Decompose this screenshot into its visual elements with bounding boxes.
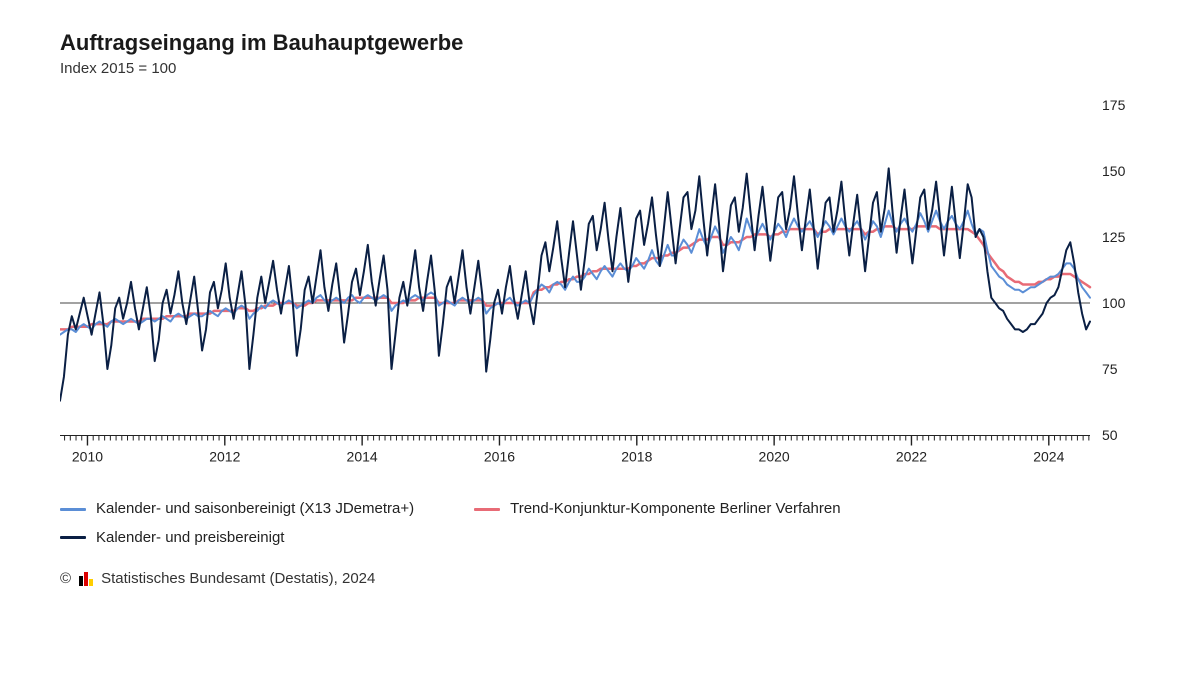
legend-item-trend: Trend-Konjunktur-Komponente Berliner Ver…: [474, 495, 840, 524]
x-axis-tick-label: 2012: [209, 449, 240, 465]
x-axis-tick-label: 2010: [72, 449, 103, 465]
page-title: Auftragseingang im Bauhauptgewerbe: [60, 30, 1160, 56]
x-axis-tick-label: 2018: [621, 449, 652, 465]
legend-item-seasonal: Kalender- und saisonbereinigt (X13 JDeme…: [60, 495, 414, 524]
x-axis-tick-label: 2016: [484, 449, 515, 465]
series-line-price: [60, 168, 1090, 400]
y-axis-tick-label: 125: [1102, 229, 1126, 245]
chart-page: Auftragseingang im Bauhauptgewerbe Index…: [0, 0, 1200, 675]
chart-svg: 50 75 100 125 150 175 2010 2012 2014 2016 2018 2020…: [60, 95, 1140, 475]
footer: © Statistisches Bundesamt (Destatis), 20…: [60, 570, 1160, 587]
legend-row: Kalender- und preisbereinigt: [60, 524, 1160, 553]
line-chart: 50 75 100 125 150 175 2010 2012 2014 2016 2018 2020…: [60, 95, 1140, 475]
destatis-logo-icon: [79, 572, 93, 586]
legend-label: Kalender- und preisbereinigt: [96, 524, 284, 553]
legend-swatch: [60, 508, 86, 511]
x-axis-tick-label: 2022: [896, 449, 927, 465]
legend-row: Kalender- und saisonbereinigt (X13 JDeme…: [60, 495, 1160, 524]
legend: Kalender- und saisonbereinigt (X13 JDeme…: [60, 495, 1160, 552]
legend-item-price: Kalender- und preisbereinigt: [60, 524, 284, 553]
series-line-seasonal: [60, 211, 1090, 335]
legend-label: Kalender- und saisonbereinigt (X13 JDeme…: [96, 495, 414, 524]
copyright-symbol: ©: [60, 570, 71, 587]
x-axis-tick-label: 2020: [759, 449, 790, 465]
legend-label: Trend-Konjunktur-Komponente Berliner Ver…: [510, 495, 840, 524]
y-axis-tick-label: 50: [1102, 427, 1118, 443]
x-axis-tick-label: 2024: [1033, 449, 1064, 465]
y-axis-tick-label: 75: [1102, 361, 1118, 377]
y-axis-tick-label: 175: [1102, 97, 1126, 113]
y-axis-tick-label: 150: [1102, 163, 1126, 179]
y-axis-tick-label: 100: [1102, 295, 1126, 311]
legend-swatch: [60, 536, 86, 539]
page-subtitle: Index 2015 = 100: [60, 60, 1160, 77]
footer-org: Statistisches Bundesamt (Destatis), 2024: [101, 570, 375, 587]
legend-swatch: [474, 508, 500, 511]
x-axis-tick-label: 2014: [347, 449, 378, 465]
